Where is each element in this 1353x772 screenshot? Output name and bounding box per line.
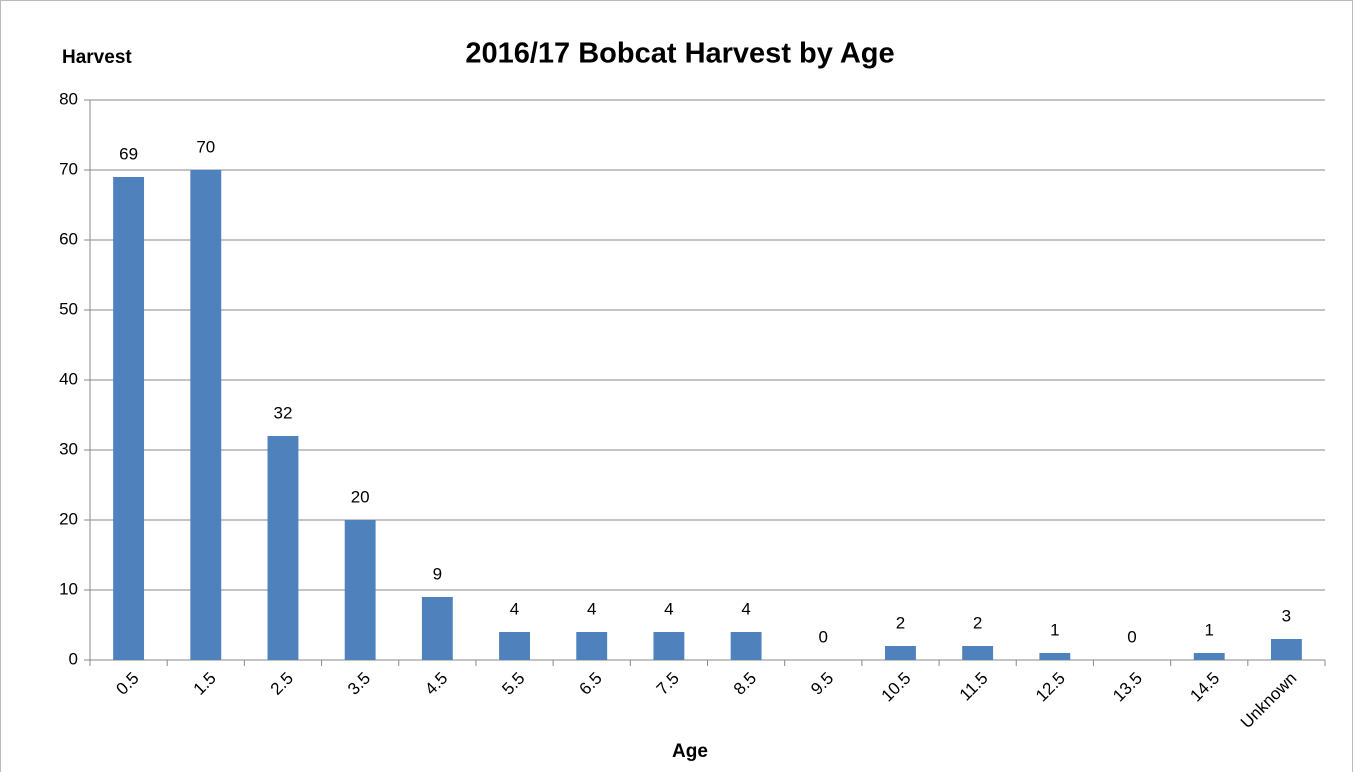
- y-axis-label: Harvest: [62, 47, 132, 68]
- data-label: 0: [1127, 627, 1136, 646]
- data-label: 69: [119, 144, 138, 163]
- y-tick-label: 10: [59, 579, 78, 598]
- data-label: 20: [351, 487, 370, 506]
- bar: [344, 520, 376, 660]
- data-label: 4: [510, 599, 519, 618]
- bar: [267, 436, 299, 660]
- data-label: 4: [664, 599, 673, 618]
- bar: [962, 646, 994, 660]
- data-label: 4: [741, 599, 750, 618]
- data-label: 70: [196, 137, 215, 156]
- data-label: 1: [1204, 620, 1213, 639]
- data-label: 2: [896, 613, 905, 632]
- bar: [1270, 639, 1302, 660]
- y-tick-label: 20: [59, 509, 78, 528]
- data-label: 32: [274, 403, 293, 422]
- y-tick-label: 80: [59, 89, 78, 108]
- y-tick-label: 60: [59, 229, 78, 248]
- y-tick-label: 0: [69, 649, 78, 668]
- bar: [190, 170, 222, 660]
- bar: [653, 632, 685, 660]
- y-tick-label: 50: [59, 299, 78, 318]
- data-label: 3: [1282, 606, 1291, 625]
- data-label: 4: [587, 599, 596, 618]
- bar: [499, 632, 530, 660]
- bar: [113, 177, 145, 660]
- bar: [1193, 653, 1225, 660]
- chart-title: 2016/17 Bobcat Harvest by Age: [465, 38, 894, 70]
- data-label: 0: [819, 627, 828, 646]
- y-tick-label: 70: [59, 159, 78, 178]
- bar: [421, 597, 453, 660]
- y-tick-label: 40: [59, 369, 78, 388]
- bar: [885, 646, 916, 660]
- data-label: 1: [1050, 620, 1059, 639]
- bar: [730, 632, 762, 660]
- x-axis-label: Age: [672, 741, 708, 762]
- data-label: 9: [433, 564, 442, 583]
- y-tick-label: 30: [59, 439, 78, 458]
- bar: [1039, 653, 1071, 660]
- bar: [576, 632, 608, 660]
- data-label: 2: [973, 613, 982, 632]
